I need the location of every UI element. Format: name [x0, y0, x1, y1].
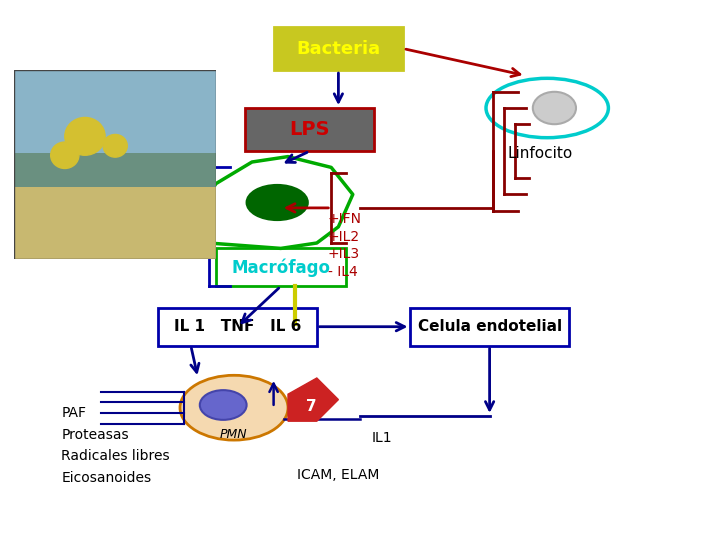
Ellipse shape — [486, 78, 608, 138]
Text: IL1: IL1 — [372, 431, 392, 446]
Text: Celula endotelial: Celula endotelial — [418, 319, 562, 334]
FancyBboxPatch shape — [158, 308, 317, 346]
FancyBboxPatch shape — [410, 308, 569, 346]
Text: LPS: LPS — [289, 120, 330, 139]
Text: ICAM, ELAM: ICAM, ELAM — [297, 468, 379, 482]
Text: Proteasas: Proteasas — [61, 428, 129, 442]
Ellipse shape — [533, 92, 576, 124]
Text: Bacteria: Bacteria — [297, 39, 380, 58]
Ellipse shape — [199, 390, 246, 420]
Text: Radicales libres: Radicales libres — [61, 449, 170, 463]
FancyBboxPatch shape — [216, 248, 346, 286]
Text: PMN: PMN — [220, 428, 247, 441]
Text: PAF: PAF — [61, 406, 86, 420]
Text: +IFN: +IFN — [328, 212, 361, 226]
Text: Macrófago: Macrófago — [231, 258, 330, 276]
Polygon shape — [288, 378, 338, 421]
Text: Eicosanoides: Eicosanoides — [61, 471, 151, 485]
Text: Linfocito: Linfocito — [508, 146, 572, 161]
Text: 7: 7 — [306, 399, 316, 414]
Text: - IL4: - IL4 — [328, 265, 357, 279]
Text: +IL3: +IL3 — [328, 247, 360, 261]
Text: IL 1   TNF   IL 6: IL 1 TNF IL 6 — [174, 319, 301, 334]
FancyBboxPatch shape — [245, 108, 374, 151]
FancyBboxPatch shape — [274, 27, 403, 70]
Ellipse shape — [246, 185, 308, 220]
Ellipse shape — [180, 375, 288, 440]
Text: +IL2: +IL2 — [328, 230, 360, 244]
